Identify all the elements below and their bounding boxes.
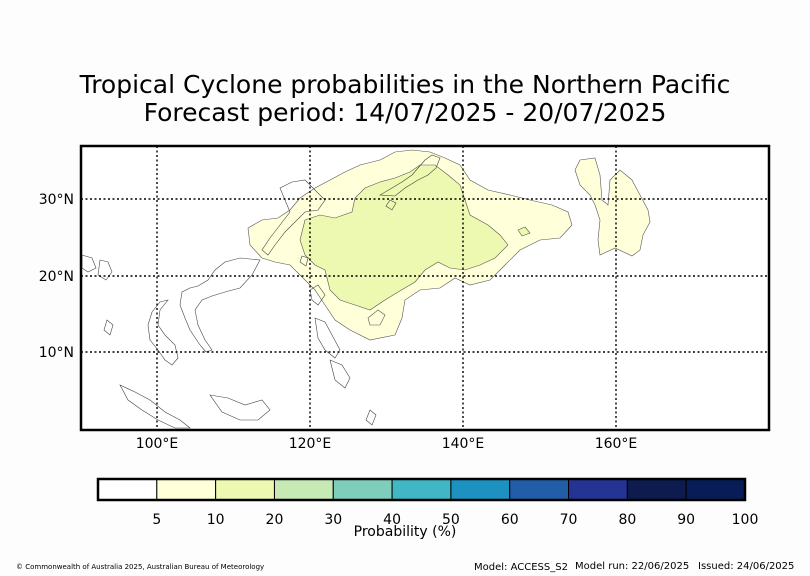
lon-label-120: 120°E	[289, 436, 332, 452]
colorbar-swatch	[215, 478, 275, 501]
lon-label-140: 140°E	[442, 436, 485, 452]
colorbar-swatch	[273, 478, 334, 501]
chart-subtitle: Forecast period: 14/07/2025 - 20/07/2025	[143, 98, 667, 127]
colorbar-title: Probability (%)	[353, 524, 457, 540]
lat-label-30: 30°N	[39, 192, 74, 208]
probability-region-mid	[299, 164, 531, 326]
colorbar-swatch	[626, 478, 687, 501]
colorbar-tick-label: 90	[677, 512, 695, 528]
colorbar-tick-label: 50	[442, 512, 460, 528]
model-run-date: Model run: 22/06/2025	[575, 561, 690, 572]
colorbar-swatch	[685, 478, 746, 501]
colorbar-tick-label: 100	[732, 512, 759, 528]
model-name: Model: ACCESS_S2	[474, 562, 568, 573]
colorbar-tick-label: 20	[266, 512, 284, 528]
colorbar-tick-label: 80	[618, 512, 636, 528]
lat-label-20: 20°N	[39, 269, 74, 285]
colorbar-swatch	[332, 478, 393, 501]
colorbar-tick-label: 40	[383, 512, 401, 528]
lat-label-10: 10°N	[39, 345, 74, 361]
gridlines	[81, 146, 769, 430]
colorbar-tick-label: 70	[560, 512, 578, 528]
coastlines	[81, 154, 441, 429]
colorbar-swatch	[450, 478, 511, 501]
chart-title: Tropical Cyclone probabilities in the No…	[79, 70, 731, 99]
colorbar-swatch	[391, 478, 452, 501]
colorbar-tick-label: 60	[501, 512, 519, 528]
lon-label-100: 100°E	[136, 436, 179, 452]
colorbar-swatch	[97, 478, 158, 501]
colorbar: 5 10 20 30 40 50 60 70 80 90 100	[96, 477, 759, 528]
colorbar-tick-label: 5	[152, 512, 161, 528]
copyright-text: © Commonwealth of Australia 2025, Austra…	[16, 563, 265, 571]
colorbar-tick-label: 10	[207, 512, 225, 528]
colorbar-tick-label: 30	[324, 512, 342, 528]
colorbar-frame	[96, 477, 747, 502]
lon-label-160: 160°E	[595, 436, 638, 452]
issued-date: Issued: 24/06/2025	[698, 561, 795, 572]
colorbar-swatch	[568, 478, 628, 501]
colorbar-swatch	[509, 478, 570, 501]
map-frame	[79, 144, 771, 432]
colorbar-swatch	[156, 478, 217, 501]
